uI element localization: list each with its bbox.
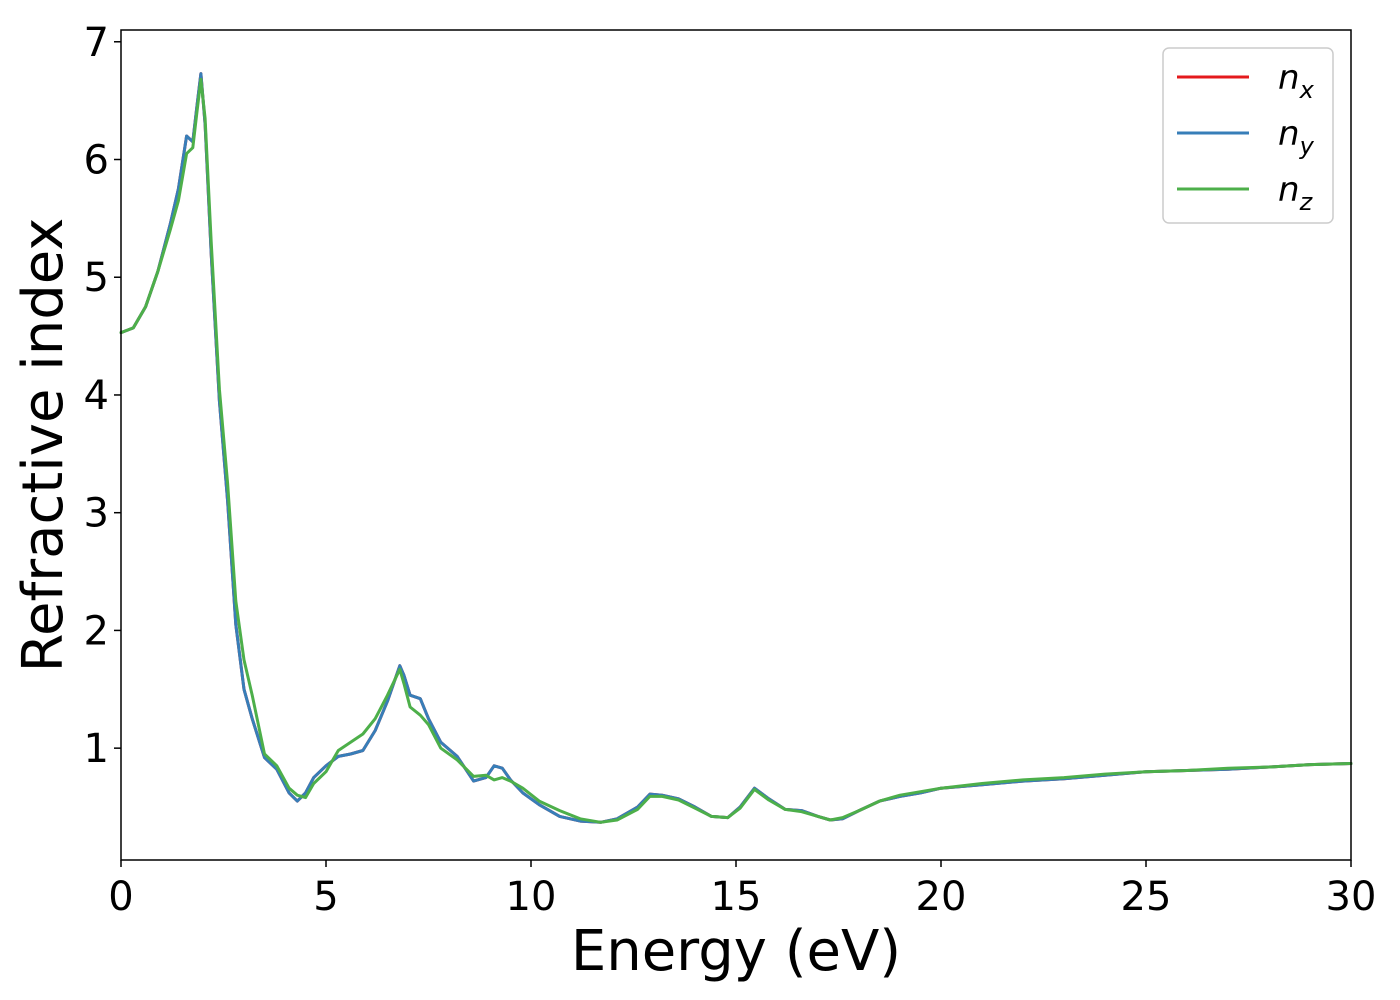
legend-label-main: n — [1278, 170, 1300, 210]
legend-label-x: nx — [1278, 58, 1315, 104]
plot-background — [121, 30, 1351, 860]
y-tick-label: 1 — [84, 726, 109, 772]
y-tick-label: 3 — [84, 491, 109, 537]
legend-label-sub: y — [1299, 132, 1315, 160]
axis-ticks: 0 5 10 15 20 25 30 1 2 3 4 5 6 7 — [84, 20, 1377, 920]
y-axis-label: Refractive index — [11, 218, 76, 673]
y-tick-label: 6 — [84, 138, 109, 184]
series-line-z — [119, 77, 1353, 824]
legend-label-y: ny — [1278, 114, 1315, 160]
legend-label-z: nz — [1278, 170, 1314, 216]
legend-label-sub: z — [1299, 188, 1314, 216]
x-tick-label: 10 — [506, 874, 557, 920]
x-tick-label: 30 — [1326, 874, 1377, 920]
series-lines — [119, 72, 1353, 824]
legend-box — [1162, 47, 1334, 224]
legend-label-sub: x — [1299, 76, 1315, 104]
x-tick-label: 0 — [108, 874, 133, 920]
x-axis-label: Energy (eV) — [571, 919, 901, 984]
y-tick-label: 7 — [84, 20, 109, 66]
x-tick-label: 15 — [711, 874, 762, 920]
legend-label-main: n — [1278, 58, 1300, 98]
y-tick-label: 5 — [84, 255, 109, 301]
y-tick-label: 2 — [84, 608, 109, 654]
y-tick-label: 4 — [84, 373, 109, 419]
x-tick-label: 25 — [1121, 874, 1172, 920]
legend-label-main: n — [1278, 114, 1300, 154]
x-tick-label: 20 — [916, 874, 967, 920]
x-tick-label: 5 — [313, 874, 338, 920]
